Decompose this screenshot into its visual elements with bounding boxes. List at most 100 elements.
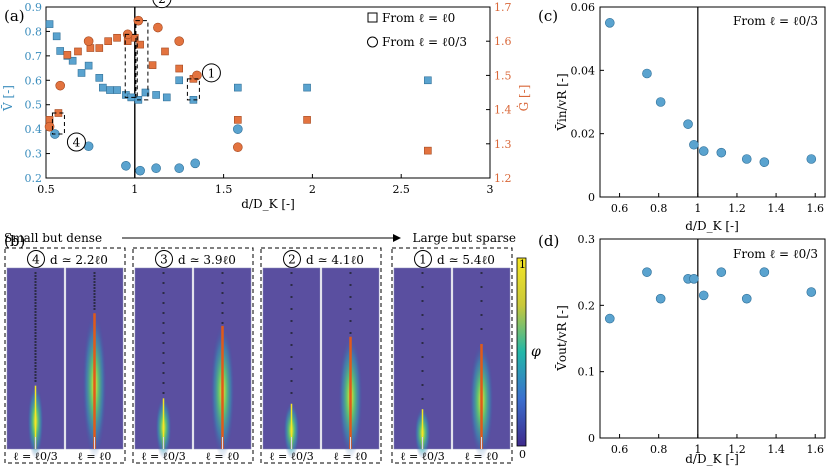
annotation-label-1: 1 [208, 66, 216, 80]
inclusion-dot [290, 356, 293, 358]
chart-d-point [642, 267, 652, 277]
inclusion-dot [480, 314, 483, 316]
inclusion-dot [34, 302, 37, 304]
inclusion-dot [34, 326, 37, 328]
inclusion-dot [93, 287, 96, 289]
chart-a-point-orange-circle [55, 80, 66, 91]
inclusion-dot [290, 368, 293, 370]
crack-group-title: d ≃ 2.2ℓ0 [50, 253, 108, 267]
crack-group-frame [260, 247, 382, 464]
chart-a-point-orange-square [303, 116, 311, 124]
chart-a-point-blue-square [162, 93, 171, 102]
inclusion-dot [34, 275, 37, 277]
arrow-label-right: Large but sparse [413, 231, 517, 245]
inclusion-dot [34, 290, 37, 292]
crack-image-label: ℓ = ℓ0/3 [13, 450, 57, 463]
inclusion-dot [162, 272, 165, 274]
inclusion-dot [34, 371, 37, 373]
crack-group-title: d ≃ 5.4ℓ0 [437, 253, 495, 267]
inclusion-dot [221, 312, 224, 314]
inclusion-dot [421, 300, 424, 302]
inclusion-dot [93, 272, 96, 274]
inclusion-dot [421, 370, 424, 372]
chart-a-xtick-label: 1.5 [215, 183, 233, 196]
annotation-bracket-1 [186, 78, 200, 101]
inclusion-dot [421, 384, 424, 386]
crack-field-groups: 4 d ≃ 2.2ℓ0 ℓ = ℓ0/3 ℓ = ℓ0 3 d ≃ 3.9ℓ0 ℓ = ℓ0… [4, 247, 513, 464]
chart-c-ylabel: V̄in/vR [-] [554, 73, 569, 131]
chart-c-xtick-label: 0.8 [650, 202, 668, 215]
inclusion-dot [162, 352, 165, 354]
crack-group-badge-circle [27, 250, 45, 268]
crack-image-label: ℓ = ℓ0 [334, 450, 368, 463]
chart-a-point-orange-square [104, 37, 112, 46]
inclusion-dot [349, 272, 352, 274]
inclusion-dot [162, 382, 165, 384]
chart-a-ticks: 0.5 1 1.5 2 2.5 3 0.2 0.3 0.4 0.5 0.6 0.7 0.8 0.9 1.2 1… [25, 1, 512, 196]
inclusion-dot [93, 293, 96, 295]
legend-entry-square: From ℓ = ℓ0 [382, 11, 455, 25]
chart-c-ytick-label: 0.06 [571, 1, 596, 14]
annotation-circle-1 [201, 63, 221, 83]
chart-a-ytick-right-label: 1.3 [494, 138, 512, 151]
chart-a-point-orange-circle [153, 22, 163, 33]
chart-d-point [604, 313, 615, 324]
inclusion-dot [290, 344, 293, 346]
chart-a-point-blue-square [141, 88, 150, 97]
panel-label-c: (c) [538, 7, 558, 25]
chart-a-ytick-right-label: 1.7 [494, 1, 512, 14]
chart-a-point-blue-square [113, 86, 121, 94]
inclusion-dot [480, 286, 483, 288]
inclusion-dot [34, 377, 37, 379]
inclusion-dot [34, 350, 37, 352]
chart-d-point [759, 267, 770, 277]
crack-group-title: d ≃ 4.1ℓ0 [306, 253, 364, 267]
chart-a-point-blue-square [424, 76, 432, 85]
inclusion-dot [93, 296, 96, 298]
inclusion-dot [349, 284, 352, 286]
inclusion-dot [93, 302, 96, 304]
crack-group-badge-circle [414, 250, 432, 268]
inclusion-dot [34, 293, 37, 295]
chart-a-point-blue-square [152, 91, 160, 99]
chart-a-ytick-left-label: 0.6 [25, 74, 43, 87]
chart-c-xtick-label: 0.6 [611, 202, 629, 215]
colorbar-min-label: 0 [519, 448, 526, 461]
crack-group-frame [132, 247, 254, 464]
inclusion-dot [34, 308, 37, 310]
inclusion-dot [162, 372, 165, 374]
inclusion-dot [480, 300, 483, 302]
chart-a-xlabel: d/D_K [-] [241, 197, 295, 211]
chart-a-point-orange-square [234, 116, 242, 124]
inclusion-dot [34, 314, 37, 316]
chart-c-xlabel: d/D_K [-] [685, 219, 739, 233]
inclusion-dot [162, 312, 165, 314]
colorbar [516, 257, 527, 447]
chart-a-point-blue-circle [135, 165, 145, 176]
inclusion-dot [290, 320, 293, 322]
inclusion-dot [34, 347, 37, 349]
inclusion-dot [34, 317, 37, 319]
inclusion-dot [162, 282, 165, 284]
chart-a-point-blue-circle [233, 124, 243, 134]
chart-a-point-orange-circle [192, 70, 202, 81]
crack-group-badge: 1 [419, 253, 427, 267]
chart-d-ticks: 0.6 0.8 1 1.2 1.4 1.6 0 0.1 0.2 0.3 [578, 233, 824, 456]
chart-a-point-orange-square [175, 64, 183, 73]
chart-a-point-orange-square [74, 47, 82, 56]
chart-a-point-blue-square [234, 83, 242, 92]
chart-a-ytick-left-label: 0.4 [25, 123, 43, 136]
crack-group-frame [391, 247, 513, 464]
chart-c: 0.6 0.8 1 1.2 1.4 1.6 0 0.02 0.04 0.06 From ℓ = ℓ… [554, 1, 826, 233]
chart-d-ytick-label: 0.3 [578, 233, 596, 246]
chart-a-point-orange-circle [44, 121, 55, 132]
chart-a-point-blue-circle [190, 158, 200, 169]
inclusion-dot [93, 305, 96, 307]
arrow-label-left: Small but dense [4, 231, 102, 245]
chart-a-point-orange-circle [174, 36, 184, 47]
crack-group-title: d ≃ 3.9ℓ0 [178, 253, 236, 267]
crack-image-label: ℓ = ℓ0/3 [269, 450, 313, 463]
chart-a-point-orange-circle [233, 142, 243, 153]
inclusion-dot [34, 287, 37, 289]
inclusion-dot [480, 272, 483, 274]
